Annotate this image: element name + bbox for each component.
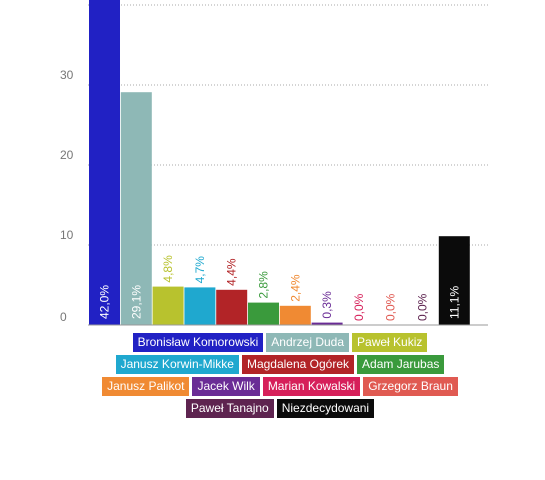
data-label: 4,8% <box>161 255 175 283</box>
legend-item: Magdalena Ogórek <box>241 355 355 374</box>
data-label: 0,0% <box>384 293 398 321</box>
data-label: 11,1% <box>447 286 461 319</box>
legend-item: Janusz Palikot <box>102 377 190 396</box>
bars <box>89 0 470 325</box>
data-label: 2,4% <box>288 274 302 302</box>
y-tick-label: 20 <box>60 148 74 162</box>
data-label: 29,1% <box>129 285 143 319</box>
legend-item: Marian Kowalski <box>262 377 361 396</box>
legend-item: Adam Jarubas <box>357 355 445 374</box>
data-label: 42,0% <box>98 285 112 319</box>
legend-item: Paweł Tanajno <box>185 399 274 418</box>
grid-lines <box>88 4 488 246</box>
data-label: 2,8% <box>257 271 271 299</box>
y-tick-label: 0 <box>60 310 67 324</box>
bar-chart: 0 10 20 30 40 42,0% 29,1% 4,8% 4,7% 4,4% 2,8% 2,4%… <box>60 0 488 326</box>
y-axis-ticks: 0 10 20 30 40 <box>60 0 74 324</box>
data-label: 4,4% <box>225 258 239 286</box>
data-labels: 42,0% 29,1% 4,8% 4,7% 4,4% 2,8% 2,4% 0,3% 0,0% 0,… <box>98 255 462 321</box>
data-label: 0,0% <box>416 293 430 321</box>
legend: Bronisław Komorowski Andrzej Duda Paweł Ku… <box>88 333 472 418</box>
legend-item: Bronisław Komorowski <box>132 333 264 352</box>
legend-item: Jacek Wilk <box>192 377 260 396</box>
bar <box>120 92 152 325</box>
bar <box>279 305 311 325</box>
bar <box>184 287 216 325</box>
bar <box>89 0 120 325</box>
legend-item: Andrzej Duda <box>266 333 350 352</box>
y-tick-label: 30 <box>60 68 74 82</box>
data-label: 0,0% <box>352 293 366 321</box>
data-label: 4,7% <box>193 256 207 284</box>
legend-item: Niezdecydowani <box>276 399 375 418</box>
y-tick-label: 10 <box>60 228 74 242</box>
bar <box>152 286 184 325</box>
legend-item: Grzegorz Braun <box>363 377 458 396</box>
legend-item: Paweł Kukiz <box>352 333 428 352</box>
y-tick-label: 40 <box>60 0 74 2</box>
data-label: 0,3% <box>320 291 334 319</box>
legend-item: Janusz Korwin-Mikke <box>115 355 239 374</box>
bar <box>248 302 279 325</box>
bar <box>438 236 470 325</box>
bar <box>216 289 248 325</box>
bar <box>311 322 343 325</box>
